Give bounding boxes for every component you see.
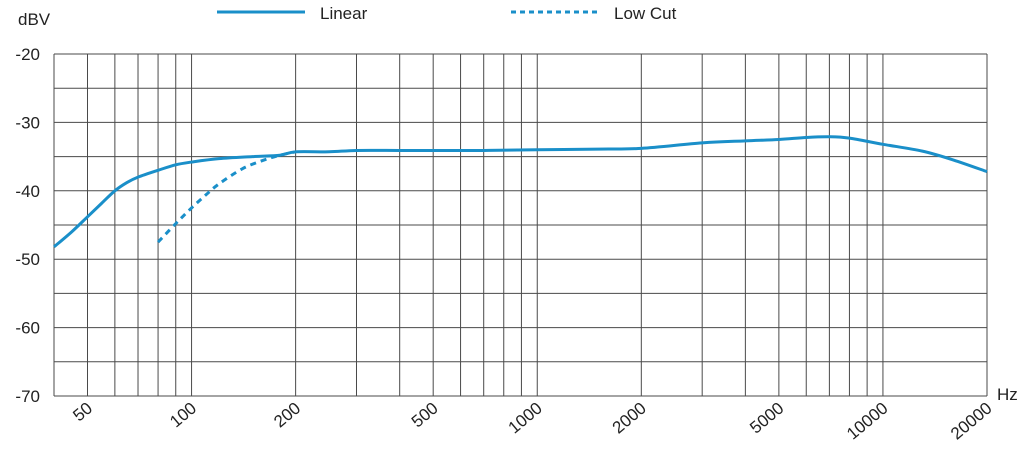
legend-label-linear: Linear [320, 4, 368, 23]
x-tick-labels: 50 100 200 500 1000 2000 5000 10000 20000 [69, 399, 995, 444]
grid-lines [53, 53, 988, 397]
series-line-low-cut [156, 150, 296, 244]
y-tick-labels: -20 -30 -40 -50 -60 -70 [15, 45, 40, 406]
y-unit-label: dBV [18, 10, 51, 29]
series-lines [53, 135, 988, 249]
x-tick-label: 50 [69, 399, 96, 426]
x-tick-label: 500 [408, 399, 442, 432]
y-tick-label: -30 [15, 113, 40, 132]
legend-label-low-cut: Low Cut [614, 4, 677, 23]
y-tick-label: -20 [15, 45, 40, 64]
x-unit-label: Hz [997, 385, 1018, 404]
x-tick-label: 10000 [843, 399, 891, 444]
y-tick-label: -40 [15, 182, 40, 201]
x-tick-label: 100 [166, 399, 200, 432]
y-tick-label: -60 [15, 319, 40, 338]
y-tick-label: -50 [15, 250, 40, 269]
x-tick-label: 20000 [947, 399, 995, 444]
y-tick-label: -70 [15, 387, 40, 406]
legend: Linear Low Cut [217, 4, 677, 23]
x-tick-label: 1000 [505, 399, 546, 438]
x-tick-label: 5000 [746, 399, 787, 438]
series-line-linear [53, 135, 988, 249]
x-tick-label: 200 [270, 399, 304, 432]
x-tick-label: 2000 [609, 399, 650, 438]
